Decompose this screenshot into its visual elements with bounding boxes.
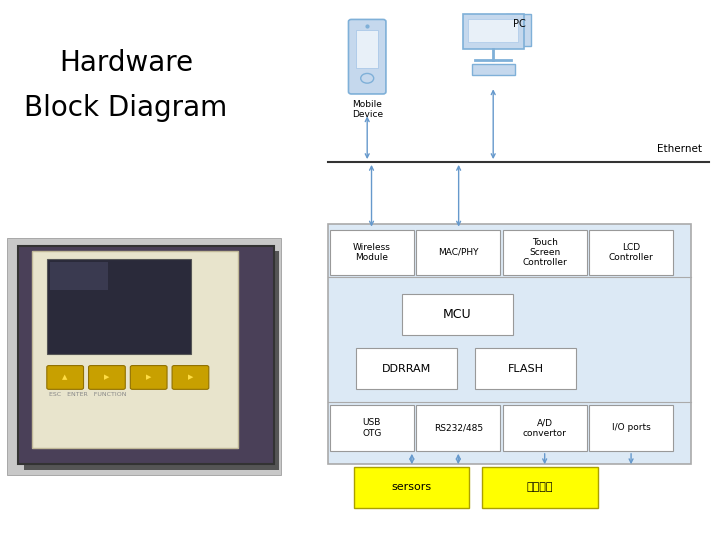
Text: A/D
convertor: A/D convertor (523, 418, 567, 437)
Text: Touch
Screen
Controller: Touch Screen Controller (522, 238, 567, 267)
Text: sersors: sersors (392, 482, 432, 492)
Text: I/O ports: I/O ports (612, 423, 650, 433)
FancyBboxPatch shape (402, 294, 513, 335)
FancyBboxPatch shape (475, 348, 576, 389)
FancyBboxPatch shape (330, 405, 414, 451)
Text: PC: PC (513, 19, 526, 29)
Text: Block Diagram: Block Diagram (24, 94, 228, 123)
FancyBboxPatch shape (589, 230, 673, 275)
FancyBboxPatch shape (472, 64, 515, 75)
FancyBboxPatch shape (18, 246, 274, 464)
Text: Hardware: Hardware (59, 49, 193, 77)
FancyBboxPatch shape (50, 262, 108, 291)
Text: MAC/PHY: MAC/PHY (438, 248, 479, 257)
FancyBboxPatch shape (356, 30, 378, 68)
Text: Wireless
Module: Wireless Module (353, 243, 391, 262)
Text: 環控設備: 環控設備 (527, 482, 553, 492)
FancyBboxPatch shape (416, 405, 500, 451)
Text: ▶: ▶ (104, 374, 109, 381)
FancyBboxPatch shape (328, 224, 691, 464)
FancyBboxPatch shape (354, 467, 469, 508)
Text: LCD
Controller: LCD Controller (608, 243, 654, 262)
FancyBboxPatch shape (356, 348, 457, 389)
Text: RS232/485: RS232/485 (433, 423, 483, 433)
Text: ▶: ▶ (146, 374, 151, 381)
Text: USB
OTG: USB OTG (362, 418, 382, 437)
FancyBboxPatch shape (503, 230, 587, 275)
Text: ▲: ▲ (63, 374, 68, 381)
FancyBboxPatch shape (24, 251, 279, 470)
Text: Mobile
Device: Mobile Device (351, 100, 383, 119)
FancyBboxPatch shape (589, 405, 673, 451)
Text: MCU: MCU (444, 308, 472, 321)
Text: ▶: ▶ (188, 374, 193, 381)
FancyBboxPatch shape (47, 259, 191, 354)
Text: DDRRAM: DDRRAM (382, 363, 431, 374)
FancyBboxPatch shape (463, 14, 524, 49)
FancyBboxPatch shape (416, 230, 500, 275)
FancyBboxPatch shape (469, 19, 518, 42)
FancyBboxPatch shape (172, 366, 209, 389)
FancyBboxPatch shape (506, 14, 531, 46)
Text: ESC   ENTER   FUNCTION: ESC ENTER FUNCTION (49, 392, 127, 397)
FancyBboxPatch shape (330, 230, 414, 275)
FancyBboxPatch shape (348, 19, 386, 94)
Text: FLASH: FLASH (508, 363, 544, 374)
FancyBboxPatch shape (130, 366, 167, 389)
Text: Ethernet: Ethernet (657, 144, 702, 153)
FancyBboxPatch shape (7, 238, 281, 475)
FancyBboxPatch shape (503, 405, 587, 451)
FancyBboxPatch shape (89, 366, 125, 389)
FancyBboxPatch shape (32, 251, 238, 448)
FancyBboxPatch shape (47, 366, 84, 389)
FancyBboxPatch shape (482, 467, 598, 508)
